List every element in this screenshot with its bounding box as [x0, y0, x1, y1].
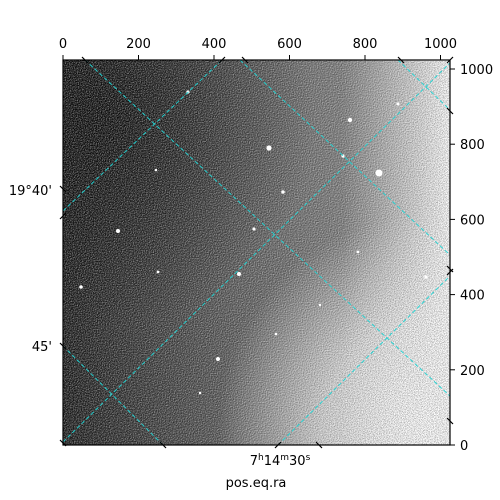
coordinate-grid [63, 60, 450, 445]
ra-tick-label: 7h14m30s [250, 453, 311, 469]
dec-label: 19°40' [9, 184, 52, 199]
plot-frame [62, 59, 451, 446]
right-tick-label: 400 [460, 289, 485, 304]
ra-m-unit: m [280, 453, 289, 463]
right-tick-label: 0 [460, 439, 468, 454]
right-tick-label: 200 [460, 364, 485, 379]
ra-minutes: 14 [264, 454, 281, 469]
top-axis [62, 55, 441, 60]
top-tick-label: 400 [202, 37, 227, 52]
stars [79, 90, 428, 395]
wcs-ticks [59, 56, 454, 449]
top-tick-label: 600 [277, 37, 302, 52]
top-tick-label: 200 [126, 37, 151, 52]
ra-h-unit: h [258, 453, 264, 463]
top-tick-label: 0 [59, 37, 67, 52]
right-tick-label: 1000 [460, 63, 493, 78]
right-tick-label: 600 [460, 213, 485, 228]
right-tick-label: 800 [460, 138, 485, 153]
top-tick-label: 1000 [424, 37, 457, 52]
x-axis-label: pos.eq.ra [226, 476, 287, 491]
ra-s-unit: s [306, 453, 311, 463]
top-tick-label: 800 [353, 37, 378, 52]
sky-image [63, 60, 450, 445]
dec-label: 45' [32, 340, 52, 355]
right-axis [450, 68, 455, 446]
ra-seconds: 30 [289, 454, 306, 469]
ra-hours: 7 [250, 454, 258, 469]
